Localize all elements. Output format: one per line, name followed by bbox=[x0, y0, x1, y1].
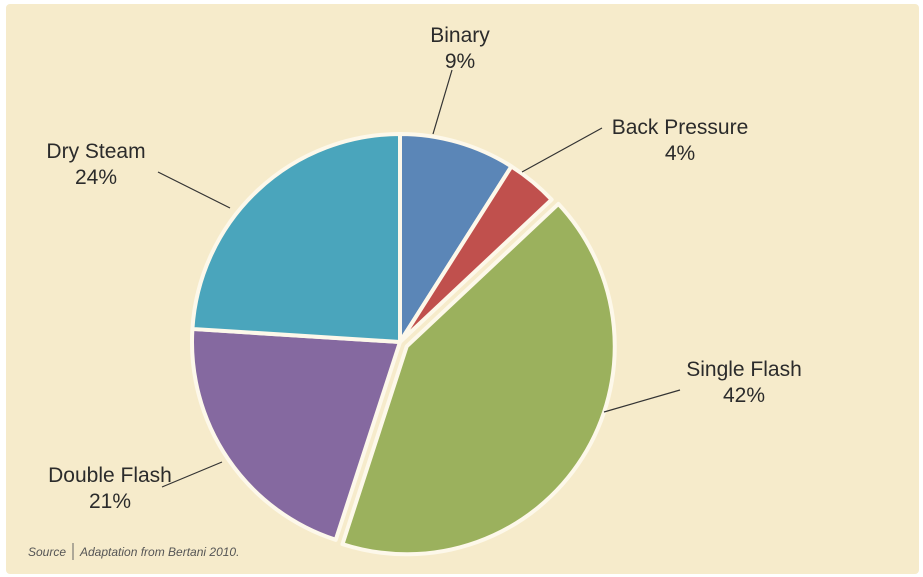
leader-dry-steam bbox=[157, 171, 231, 209]
slice-double-flash bbox=[190, 326, 402, 542]
value-double-flash: 21% bbox=[89, 490, 131, 513]
slice-labels: Binary 9% Back Pressure 4% Single Flash 42% Do… bbox=[46, 24, 801, 513]
leader-lines bbox=[157, 69, 681, 488]
value-back-pressure: 4% bbox=[665, 142, 695, 165]
slice-single-flash bbox=[340, 201, 617, 557]
source-prefix: Source bbox=[28, 545, 66, 559]
source-text: Adaptation from Bertani 2010. bbox=[79, 545, 239, 559]
leader-single-flash bbox=[603, 389, 681, 413]
label-single-flash: Single Flash bbox=[686, 358, 802, 381]
label-dry-steam: Dry Steam bbox=[46, 140, 145, 163]
value-dry-steam: 24% bbox=[75, 166, 117, 189]
slice-back-pressure bbox=[398, 164, 554, 344]
value-binary: 9% bbox=[445, 50, 475, 73]
label-binary: Binary bbox=[430, 24, 490, 47]
leader-binary bbox=[432, 69, 453, 135]
label-back-pressure: Back Pressure bbox=[612, 116, 749, 139]
value-single-flash: 42% bbox=[723, 384, 765, 407]
label-double-flash: Double Flash bbox=[48, 464, 172, 487]
leader-back-pressure bbox=[521, 127, 603, 173]
pie-slices bbox=[190, 132, 617, 557]
slice-dry-steam bbox=[190, 132, 402, 344]
slice-binary bbox=[398, 132, 514, 344]
leader-double-flash bbox=[161, 461, 223, 488]
